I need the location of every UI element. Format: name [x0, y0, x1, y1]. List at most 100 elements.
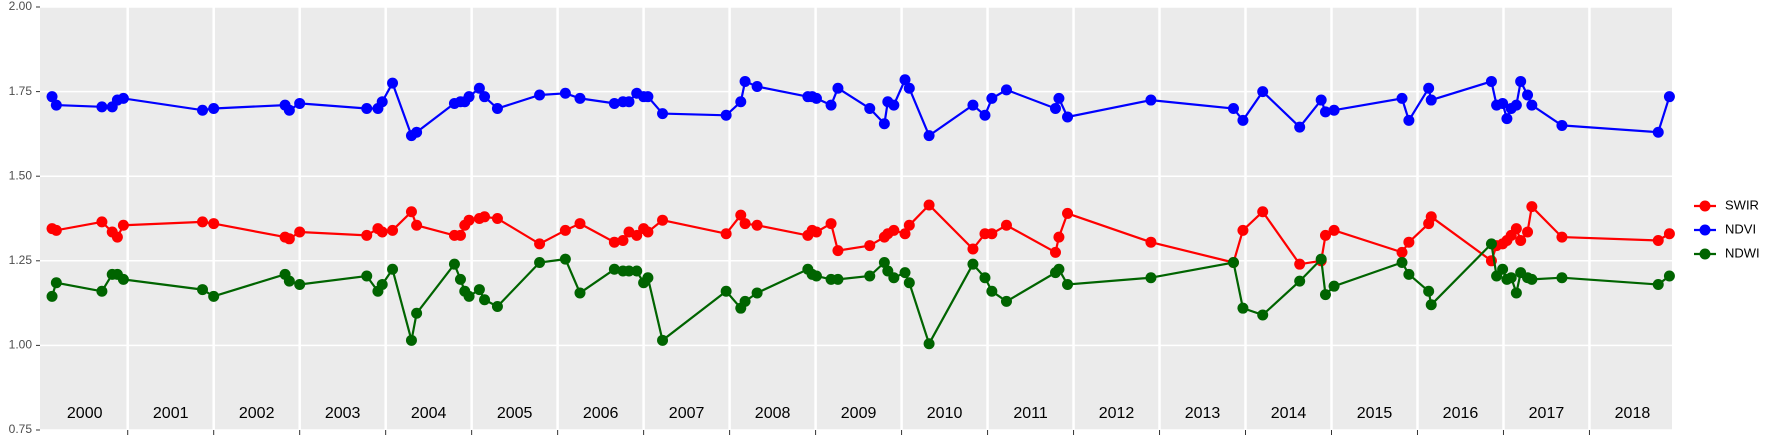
year-label: 2013 — [1185, 405, 1221, 422]
point — [361, 229, 373, 241]
year-label: 2001 — [153, 405, 189, 422]
point — [50, 277, 62, 289]
point — [903, 219, 915, 231]
point — [1237, 114, 1249, 126]
point — [923, 338, 935, 350]
point — [387, 77, 399, 89]
point — [986, 285, 998, 297]
point — [751, 219, 763, 231]
point — [1425, 299, 1437, 311]
point — [361, 103, 373, 115]
point — [1237, 224, 1249, 236]
y-tick-label: 1.25 — [9, 253, 33, 267]
point — [96, 216, 108, 228]
point — [1328, 104, 1340, 116]
point — [387, 263, 399, 275]
point — [1145, 236, 1157, 248]
year-label: 2017 — [1529, 405, 1565, 422]
point — [1257, 309, 1269, 321]
point — [1425, 211, 1437, 223]
year-label: 2014 — [1271, 405, 1307, 422]
y-tick-label: 1.00 — [9, 338, 33, 352]
point — [923, 199, 935, 211]
point — [1062, 278, 1074, 290]
point — [1652, 126, 1664, 138]
point — [608, 263, 620, 275]
year-label: 2012 — [1099, 405, 1135, 422]
point — [117, 219, 129, 231]
point — [899, 267, 911, 279]
point — [411, 126, 423, 138]
point — [608, 97, 620, 109]
point — [810, 226, 822, 238]
point — [491, 300, 503, 312]
point — [1000, 295, 1012, 307]
point — [479, 211, 491, 223]
point — [1328, 280, 1340, 292]
point — [1053, 92, 1065, 104]
point — [1526, 99, 1538, 111]
point — [1000, 219, 1012, 231]
point — [1328, 224, 1340, 236]
point — [967, 258, 979, 270]
year-label: 2010 — [927, 405, 963, 422]
point — [376, 278, 388, 290]
point — [376, 226, 388, 238]
point — [623, 96, 635, 108]
point — [720, 109, 732, 121]
point — [46, 91, 58, 103]
point — [361, 270, 373, 282]
year-label: 2016 — [1443, 405, 1479, 422]
point — [1510, 287, 1522, 299]
point — [463, 290, 475, 302]
point — [642, 226, 654, 238]
point — [608, 236, 620, 248]
point — [294, 278, 306, 290]
year-label: 2005 — [497, 405, 533, 422]
point — [657, 108, 669, 120]
point — [1049, 103, 1061, 115]
point — [810, 92, 822, 104]
point — [411, 307, 423, 319]
point — [283, 233, 295, 245]
point — [1062, 111, 1074, 123]
point — [1315, 253, 1327, 265]
point — [864, 103, 876, 115]
point — [967, 99, 979, 111]
legend-label: NDVI — [1725, 221, 1756, 236]
point — [720, 285, 732, 297]
point — [479, 91, 491, 103]
point — [1237, 302, 1249, 314]
point — [967, 243, 979, 255]
y-tick-label: 1.50 — [9, 168, 33, 182]
point — [534, 256, 546, 268]
point — [1556, 231, 1568, 243]
point — [294, 226, 306, 238]
point — [657, 334, 669, 346]
point — [491, 213, 503, 224]
point — [574, 218, 586, 230]
point — [454, 229, 466, 241]
point — [463, 214, 475, 226]
point — [46, 290, 58, 302]
point — [1510, 99, 1522, 111]
point — [739, 218, 751, 230]
point — [832, 245, 844, 257]
point — [1522, 226, 1534, 238]
point — [878, 256, 890, 268]
point — [1652, 234, 1664, 246]
year-label: 2015 — [1357, 405, 1393, 422]
y-tick-label: 0.75 — [9, 422, 33, 436]
point — [735, 96, 747, 108]
point — [1515, 234, 1527, 246]
point — [411, 219, 423, 231]
point — [473, 82, 485, 94]
point — [283, 104, 295, 116]
point — [888, 224, 900, 236]
point — [720, 228, 732, 240]
point — [1227, 256, 1239, 268]
point — [405, 334, 417, 346]
point — [899, 74, 911, 86]
year-label: 2018 — [1615, 405, 1651, 422]
point — [1556, 272, 1568, 284]
